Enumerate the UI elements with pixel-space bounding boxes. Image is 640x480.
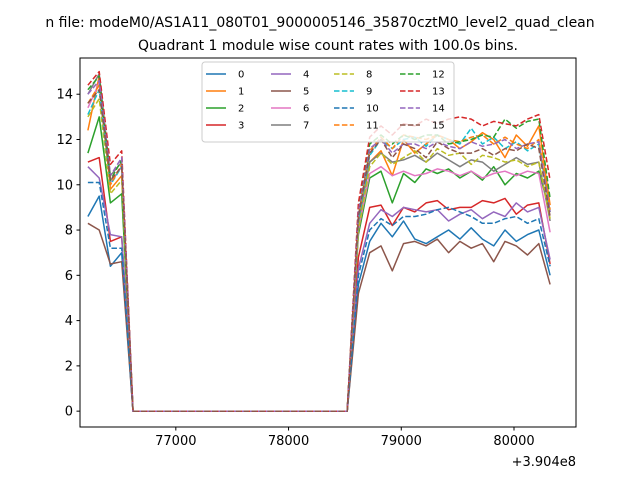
y-tick-label: 12 xyxy=(56,133,73,148)
x-axis: 77000 78000 79000 80000 xyxy=(155,427,535,449)
legend-label-7: 7 xyxy=(303,121,309,132)
legend-label-13: 13 xyxy=(432,87,445,98)
legend-label-15: 15 xyxy=(432,121,445,132)
series-line-15 xyxy=(87,88,551,412)
legend-label-1: 1 xyxy=(238,87,244,98)
y-axis: 0 2 4 6 8 10 12 14 xyxy=(56,88,80,420)
legend-label-6: 6 xyxy=(303,104,309,115)
legend-label-4: 4 xyxy=(303,70,309,81)
figure-suptitle: n file: modeM0/AS1A11_080T01_9000005146_… xyxy=(45,15,594,31)
plot-area xyxy=(87,70,551,412)
x-offset-text: +3.904e8 xyxy=(512,455,576,470)
y-tick-label: 0 xyxy=(65,405,73,420)
chart-title: Quadrant 1 module wise count rates with … xyxy=(138,38,518,54)
legend-label-8: 8 xyxy=(366,70,372,81)
legend-label-0: 0 xyxy=(238,70,244,81)
x-tick-label: 79000 xyxy=(381,434,422,449)
legend-label-9: 9 xyxy=(366,87,372,98)
legend-label-14: 14 xyxy=(432,104,445,115)
legend-label-12: 12 xyxy=(432,70,445,81)
x-tick-label: 77000 xyxy=(155,434,196,449)
legend-label-2: 2 xyxy=(238,104,244,115)
y-tick-label: 6 xyxy=(65,269,73,284)
y-tick-label: 10 xyxy=(56,178,73,193)
y-tick-label: 2 xyxy=(65,359,73,374)
y-tick-label: 8 xyxy=(65,224,73,239)
axes-frame xyxy=(79,57,577,428)
y-tick-label: 4 xyxy=(65,314,73,329)
legend-label-3: 3 xyxy=(238,121,244,132)
legend-label-10: 10 xyxy=(366,104,379,115)
x-tick-label: 80000 xyxy=(493,434,534,449)
legend-label-11: 11 xyxy=(366,121,379,132)
legend-label-5: 5 xyxy=(303,87,309,98)
y-tick-label: 14 xyxy=(56,88,73,103)
legend-box xyxy=(201,61,455,143)
x-tick-label: 78000 xyxy=(268,434,309,449)
